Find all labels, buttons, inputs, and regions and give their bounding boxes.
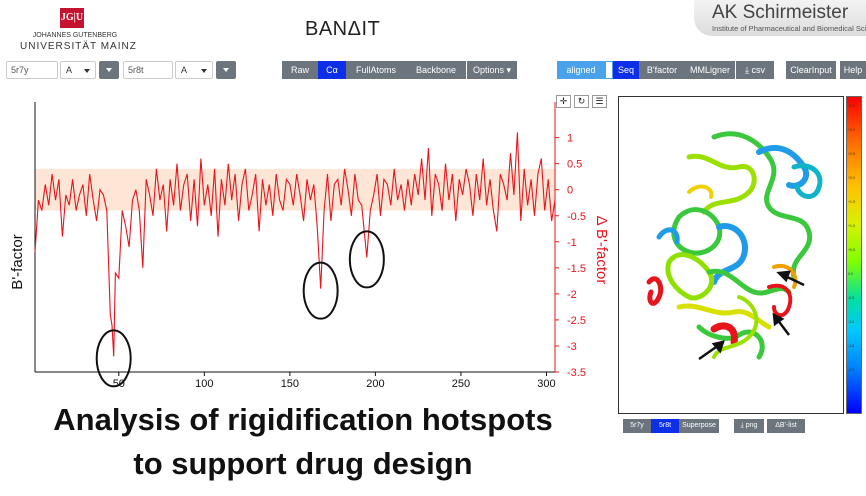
aligned-switch-knob[interactable] — [605, 61, 613, 79]
y-tick-label: -2.5 — [567, 315, 586, 327]
options-dropdown-button[interactable]: Options ▾ — [467, 61, 517, 79]
logo-mark: JG|U — [60, 8, 84, 28]
logo-line-1: JOHANNES GUTENBERG — [32, 32, 118, 39]
y-tick-label: -2 — [567, 289, 577, 301]
x-tick-label: 50 — [113, 378, 125, 390]
x-tick-label: 250 — [452, 378, 470, 390]
aligned-toggle[interactable]: aligned — [557, 61, 605, 79]
mode-calpha-button[interactable]: Cα — [318, 61, 346, 79]
hotspot-circle — [302, 261, 339, 320]
delta-bfactor-chart[interactable]: 50 100 150 200 250 300 1 0.5 0 -0.5 -1 -1.5 -2 -2.5 -3… — [0, 90, 610, 390]
lab-name: AK Schirmeister — [712, 2, 849, 23]
x-tick-label: 100 — [195, 378, 213, 390]
viewer-5r8t-button[interactable]: 5r8t — [651, 419, 679, 433]
pan-icon[interactable]: ✛ — [556, 95, 571, 108]
app-title: BANΔIT — [305, 18, 381, 40]
colorbar-label: +1.0 — [848, 224, 855, 228]
download-icon: ⤓ — [740, 422, 744, 429]
colorbar-label: +0.5 — [848, 248, 855, 252]
y-tick-label: 1 — [567, 133, 573, 145]
delta-bfactor-series-line — [34, 132, 556, 357]
y-tick-label: -0.5 — [567, 211, 586, 223]
y-tick-label: 0 — [567, 185, 573, 197]
colorbar-label: -2.0 — [848, 368, 855, 372]
chain1-dropdown-button[interactable] — [99, 61, 119, 79]
clear-input-button[interactable]: ClearInput — [786, 61, 836, 79]
png-label: png — [745, 422, 758, 429]
pdb2-input[interactable]: 5r8t — [123, 61, 173, 79]
y-tick-label: -3.5 — [567, 367, 586, 379]
caret-down-icon: ▾ — [506, 65, 512, 75]
chain2-value: A — [181, 65, 188, 75]
lab-banner: AK Schirmeister Institute of Pharmaceuti… — [694, 0, 866, 36]
chevron-down-icon — [106, 68, 112, 72]
colorbar-label: -1.5 — [848, 344, 855, 348]
chevron-down-icon — [223, 68, 229, 72]
x-tick-label: 150 — [281, 378, 299, 390]
seq-button[interactable]: Seq — [613, 61, 639, 79]
hotspot-circle — [348, 230, 385, 289]
headline-line-2: to support drug design — [133, 446, 473, 481]
colorbar-label: -0.5 — [848, 296, 855, 300]
chevron-down-icon — [84, 69, 90, 73]
mmligner-button[interactable]: MMLigner — [685, 61, 735, 79]
menu-icon[interactable]: ☰ — [592, 95, 607, 108]
csv-label: csv — [751, 65, 766, 75]
bfactor-button[interactable]: B'factor — [639, 61, 685, 79]
chain2-select[interactable]: A — [175, 61, 213, 79]
mode-backbone-button[interactable]: Backbone — [406, 61, 466, 79]
colorbar-label: +2.5 — [848, 152, 855, 156]
colorbar-label: -1.0 — [848, 320, 855, 324]
colorbar-label: 0.0 — [848, 272, 853, 276]
help-button[interactable]: Help — [840, 61, 866, 79]
y-tick-label: -1 — [567, 237, 577, 249]
y-axis-right-label: Δ B'-factor — [593, 216, 610, 285]
logo-line-2: UNIVERSITÄT MAINZ — [20, 41, 137, 52]
chain2-dropdown-button[interactable] — [216, 61, 236, 79]
viewer-delta-b-list-button[interactable]: ΔB'-list — [767, 419, 805, 433]
colorbar — [846, 96, 862, 414]
protein-structure-viewer[interactable] — [618, 96, 844, 414]
headline-line-1: Analysis of rigidification hotspots — [53, 402, 553, 437]
viewer-png-button[interactable]: ⤓ png — [734, 419, 764, 433]
x-tick-label: 200 — [366, 378, 384, 390]
y-tick-label: -3 — [567, 341, 577, 353]
csv-download-button[interactable]: ⤓ csv — [736, 61, 774, 79]
colorbar-label: +2.0 — [848, 176, 855, 180]
viewer-superpose-button[interactable]: Superpose — [679, 419, 719, 433]
chain1-value: A — [66, 65, 73, 75]
pdb1-input[interactable]: 5r7y — [6, 61, 58, 79]
lab-subtitle: Institute of Pharmaceutical and Biomedic… — [712, 24, 866, 33]
protein-ribbon-image — [646, 131, 823, 361]
colorbar-label: +3.0 — [848, 128, 855, 132]
colorbar-label: +3.5 — [848, 104, 855, 108]
colorbar-label: +1.5 — [848, 200, 855, 204]
hotspot-circle — [95, 329, 132, 388]
university-logo: JG|U JOHANNES GUTENBERG UNIVERSITÄT MAIN… — [20, 8, 137, 54]
y-axis-left-label: B'-factor — [9, 234, 26, 289]
chevron-down-icon — [201, 69, 207, 73]
chain1-select[interactable]: A — [60, 61, 96, 79]
reset-icon[interactable]: ↻ — [574, 95, 589, 108]
y-tick-label: -1.5 — [567, 263, 586, 275]
download-icon: ⤓ — [745, 65, 749, 75]
mode-raw-button[interactable]: Raw — [282, 61, 318, 79]
mode-fullatoms-button[interactable]: FullAtoms — [346, 61, 406, 79]
viewer-5r7y-button[interactable]: 5r7y — [623, 419, 651, 433]
x-tick-label: 300 — [537, 378, 555, 390]
y-tick-label: 0.5 — [567, 159, 582, 171]
options-label: Options — [472, 65, 504, 75]
